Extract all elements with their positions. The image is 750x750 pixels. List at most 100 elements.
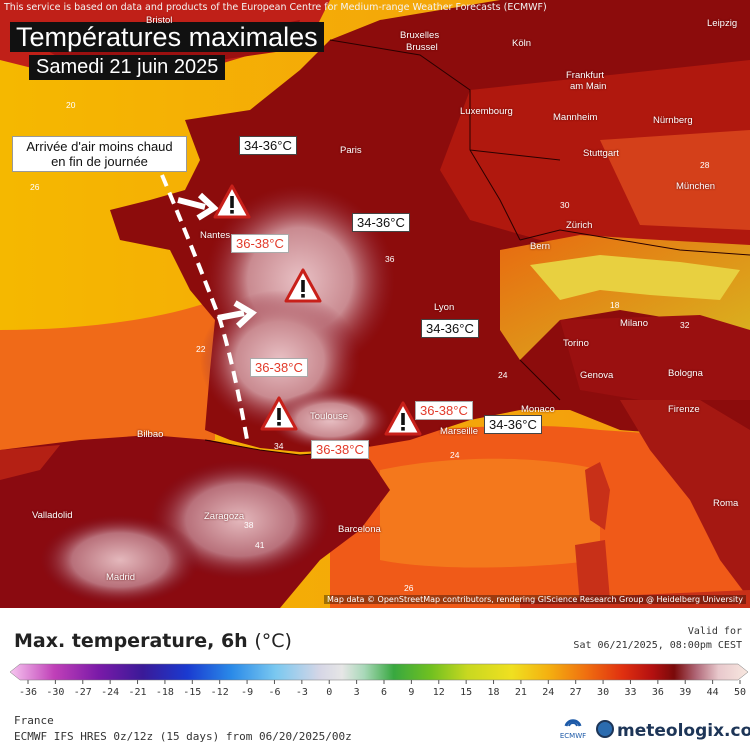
temp-value: 38 <box>244 520 254 530</box>
spain-hot-west <box>40 515 200 605</box>
city-label: Barcelona <box>338 524 381 535</box>
temp-value: 32 <box>680 320 690 330</box>
city-label: Paris <box>340 145 362 156</box>
colorbar-tick-label: 0 <box>326 687 332 698</box>
corsica <box>585 462 610 530</box>
city-label: Toulouse <box>310 411 349 422</box>
note-line-1: Arrivée d'air moins chaud <box>26 139 173 154</box>
south-germany <box>600 130 750 230</box>
colorbar-tick-label: 24 <box>542 687 554 698</box>
city-label: Nürnberg <box>653 115 693 126</box>
city-label: Madrid <box>106 572 136 583</box>
city-label: Lyon <box>434 302 455 313</box>
city-label: Bruxelles <box>400 30 440 41</box>
legend-unit: (°C) <box>254 630 292 652</box>
temp-range-callout: 34-36°C <box>239 136 297 155</box>
colorbar-tick-label: -3 <box>296 687 308 698</box>
city-label: Mannheim <box>553 112 598 123</box>
city-label: Zaragoza <box>204 511 245 522</box>
temp-value: 26 <box>30 182 40 192</box>
temp-value: 34 <box>274 441 284 451</box>
city-label: Milano <box>620 318 648 329</box>
colorbar-tick-label: -6 <box>268 687 280 698</box>
map-title: Températures maximales <box>10 22 324 52</box>
city-label: Firenze <box>668 404 700 415</box>
colorbar-svg: -36 -30 -27 -24 -21 -18 -15 -12 -9 -6 -3 0 3 6 9 12 15 18… <box>9 663 749 698</box>
colorbar-tick-label: 12 <box>433 687 445 698</box>
temp-value: 36 <box>385 254 395 264</box>
colorbar-tick-label: -27 <box>74 687 92 698</box>
alps-core <box>530 255 740 300</box>
border-lines-north <box>329 39 561 241</box>
temp-range-callout: 34-36°C <box>484 415 542 434</box>
valid-label: Valid for <box>687 626 742 637</box>
colorbar-tick-label: -18 <box>156 687 174 698</box>
temp-value: 22 <box>196 344 206 354</box>
temp-value: 20 <box>66 100 76 110</box>
city-label: Monaco <box>521 404 555 415</box>
valid-time: Sat 06/21/2025, 08:00pm CEST <box>573 640 742 651</box>
map-date: Samedi 21 juin 2025 <box>29 55 226 80</box>
legend-title: Max. temperature, 6h (°C) <box>14 630 292 652</box>
biscay-sea <box>0 300 215 450</box>
temp-value: 24 <box>498 370 508 380</box>
temp-range-callout: 36-38°C <box>415 401 473 420</box>
colorbar-tick-label: 15 <box>460 687 472 698</box>
city-label: Bristol <box>146 15 173 26</box>
warning-icon <box>260 396 298 431</box>
temp-value: 24 <box>450 450 460 460</box>
temp-range-callout: 36-38°C <box>231 234 289 253</box>
colorbar-tick-label: 44 <box>707 687 719 698</box>
ecmwf-logo: ECMWF <box>556 716 590 744</box>
po-valley <box>560 315 750 400</box>
arrow-icon-north <box>177 192 219 221</box>
map-data-credit: Map data © OpenStreetMap contributors, r… <box>324 595 746 604</box>
model-info: ECMWF IFS HRES 0z/12z (15 days) from 06/… <box>14 730 352 743</box>
city-label: Luxembourg <box>460 106 513 117</box>
colorbar-tick-label: 6 <box>381 687 387 698</box>
colorbar-tick-label: -15 <box>183 687 201 698</box>
map-canvas <box>0 0 750 608</box>
sardinia <box>575 540 610 605</box>
warning-icon <box>284 268 322 303</box>
temp-range-callout: 36-38°C <box>311 440 369 459</box>
italy-land <box>620 400 750 600</box>
city-label: Genova <box>580 370 614 381</box>
colorbar-tick-label: 50 <box>734 687 746 698</box>
colorbar-tick-label: 27 <box>570 687 582 698</box>
toulouse-hot-core <box>270 390 390 450</box>
region-label: France <box>14 714 54 727</box>
city-label: Marseille <box>440 426 479 437</box>
colorbar-tick-label: -24 <box>101 687 119 698</box>
meteologix-logo: meteologix.com <box>596 720 750 741</box>
colorbar-tick-label: -21 <box>129 687 147 698</box>
temperature-map <box>0 0 750 608</box>
temp-range-callout: 34-36°C <box>421 319 479 338</box>
city-label: Bologna <box>668 368 703 379</box>
colorbar-tick-label: -12 <box>211 687 229 698</box>
colorbar-tick-label: -30 <box>46 687 64 698</box>
warning-icon <box>384 401 422 436</box>
colorbar-tick-label: 3 <box>354 687 360 698</box>
note-line-2: en fin de journée <box>51 154 148 169</box>
temp-value: 41 <box>255 540 265 550</box>
border-alps <box>519 229 750 401</box>
colorbar-tick-label: -9 <box>241 687 253 698</box>
city-label: Köln <box>512 38 532 49</box>
arrow-icon-south <box>217 300 257 329</box>
colorbar-tick-label: 9 <box>408 687 414 698</box>
colorbar-tick-label: 36 <box>652 687 664 698</box>
temp-value: 18 <box>610 300 620 310</box>
city-label: München <box>676 181 716 192</box>
city-label: Leipzig <box>707 18 738 29</box>
ecmwf-credit: This service is based on data and produc… <box>4 2 547 13</box>
city-label: Torino <box>563 338 589 349</box>
colorbar-ticks: -36 -30 -27 -24 -21 -18 -15 -12 -9 -6 -3 0 3 6 9 12 15 18… <box>19 680 746 698</box>
city-label: Brussel <box>406 42 438 53</box>
city-label: Bilbao <box>137 429 164 440</box>
colorbar-tick-label: 21 <box>515 687 527 698</box>
meteologix-globe-icon <box>596 720 614 738</box>
colorbar-tick-label: 18 <box>488 687 500 698</box>
warning-icon <box>213 184 251 219</box>
colorbar-tick-label: 30 <box>597 687 609 698</box>
